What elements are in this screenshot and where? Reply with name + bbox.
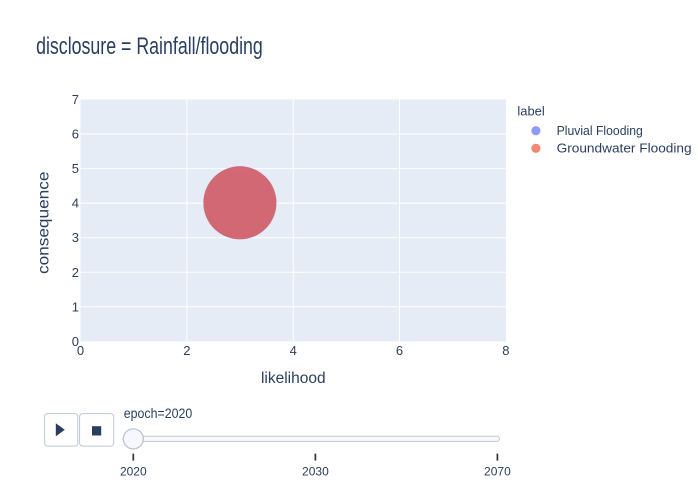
svg-text:4: 4 bbox=[290, 343, 297, 358]
svg-text:2: 2 bbox=[183, 343, 190, 358]
svg-text:2: 2 bbox=[72, 265, 79, 280]
svg-text:likelihood: likelihood bbox=[261, 370, 326, 387]
svg-text:consequence: consequence bbox=[36, 171, 53, 274]
svg-text:epoch=2020: epoch=2020 bbox=[124, 406, 192, 421]
svg-text:7: 7 bbox=[72, 92, 79, 107]
svg-text:6: 6 bbox=[72, 127, 79, 142]
svg-text:0: 0 bbox=[77, 343, 84, 358]
svg-text:2030: 2030 bbox=[302, 465, 329, 479]
svg-text:8: 8 bbox=[502, 343, 509, 358]
svg-text:3: 3 bbox=[72, 230, 79, 245]
svg-text:1: 1 bbox=[72, 299, 79, 314]
svg-text:2070: 2070 bbox=[484, 465, 511, 479]
svg-text:5: 5 bbox=[72, 161, 79, 176]
svg-text:2020: 2020 bbox=[120, 465, 147, 479]
svg-text:Pluvial Flooding: Pluvial Flooding bbox=[557, 123, 643, 138]
svg-text:Groundwater Flooding: Groundwater Flooding bbox=[557, 141, 692, 156]
svg-text:label: label bbox=[517, 104, 544, 119]
svg-text:0: 0 bbox=[72, 334, 79, 349]
svg-text:4: 4 bbox=[72, 196, 79, 211]
svg-text:disclosure = Rainfall/flooding: disclosure = Rainfall/flooding bbox=[36, 33, 263, 60]
svg-text:6: 6 bbox=[396, 343, 403, 358]
